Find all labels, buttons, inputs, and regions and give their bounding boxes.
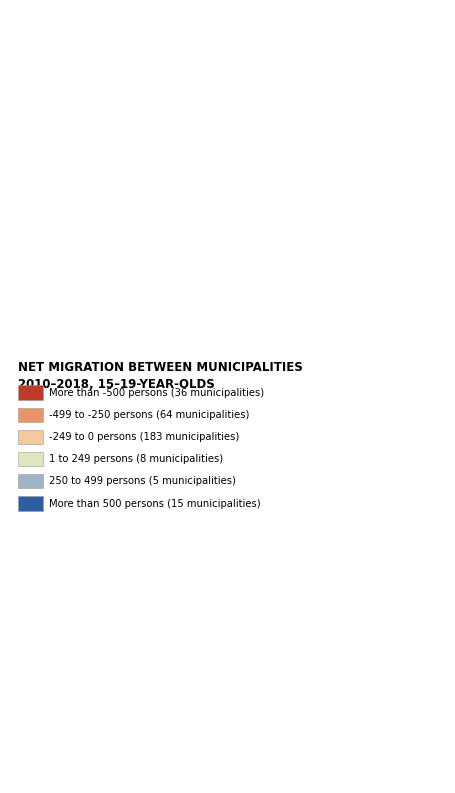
- Text: 2010–2018, 15–19-YEAR-OLDS: 2010–2018, 15–19-YEAR-OLDS: [18, 378, 214, 391]
- Text: More than 500 persons (15 municipalities): More than 500 persons (15 municipalities…: [49, 499, 260, 508]
- Text: -499 to -250 persons (64 municipalities): -499 to -250 persons (64 municipalities): [49, 410, 248, 419]
- Text: 1 to 249 persons (8 municipalities): 1 to 249 persons (8 municipalities): [49, 454, 222, 464]
- Text: NET MIGRATION BETWEEN MUNICIPALITIES: NET MIGRATION BETWEEN MUNICIPALITIES: [18, 361, 302, 374]
- Text: More than -500 persons (36 municipalities): More than -500 persons (36 municipalitie…: [49, 388, 263, 397]
- Text: 250 to 499 persons (5 municipalities): 250 to 499 persons (5 municipalities): [49, 477, 235, 486]
- Text: -249 to 0 persons (183 municipalities): -249 to 0 persons (183 municipalities): [49, 432, 238, 442]
